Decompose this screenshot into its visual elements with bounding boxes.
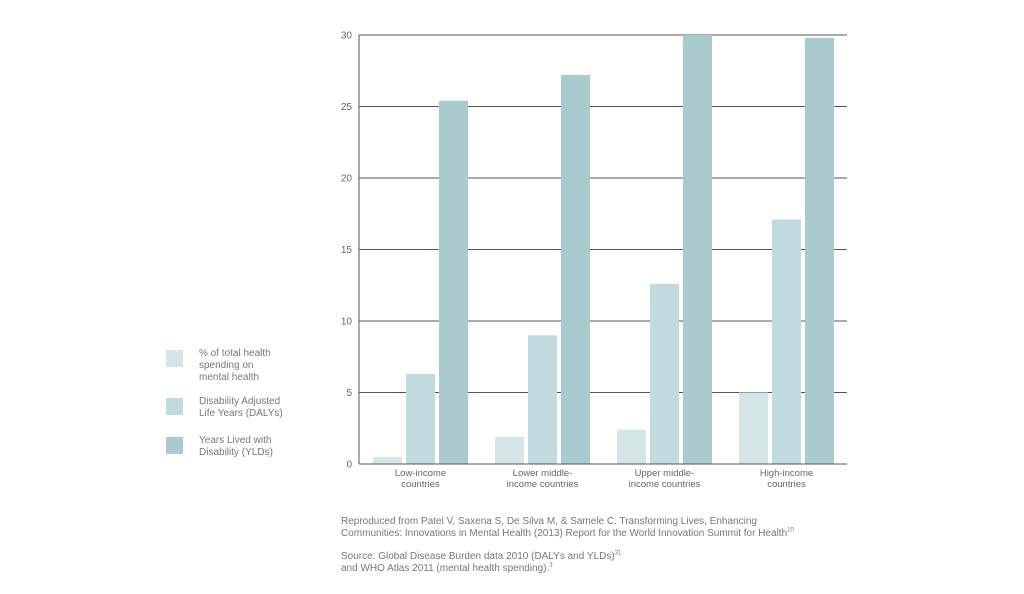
bar [406, 373, 435, 464]
legend-line: mental health [199, 372, 260, 383]
legend-label-ylds: Years Lived with Disability (YLDs) [199, 435, 309, 459]
x-category-label: Low-income [395, 468, 446, 479]
x-category-label: countries [767, 479, 806, 490]
source-note: Source: Global Disease Burden data 2010 … [341, 551, 861, 575]
legend-line: Disability (YLDs) [199, 447, 273, 458]
source-line-1: Source: Global Disease Burden data 2010 … [341, 551, 615, 562]
legend-line: Years Lived with [199, 435, 272, 446]
bar [561, 75, 590, 464]
bar [739, 392, 768, 464]
y-tick-label: 30 [341, 31, 353, 42]
source-line-2: and WHO Atlas 2011 (mental health spendi… [341, 563, 550, 574]
x-category-label: income countries [507, 479, 579, 490]
axes [358, 35, 847, 465]
bar [528, 335, 557, 464]
citation-note: Reproduced from Patel V, Saxena S, De Si… [341, 516, 861, 540]
y-tick-labels: 0 5 10 15 20 25 30 [341, 31, 353, 471]
source-ref-1: 31 [614, 550, 622, 557]
legend: % of total health spending on mental hea… [166, 348, 306, 474]
y-tick-label: 20 [341, 174, 353, 185]
legend-swatch-ylds [166, 437, 183, 454]
source-notes: Reproduced from Patel V, Saxena S, De Si… [341, 516, 861, 586]
y-tick-label: 5 [346, 388, 352, 399]
bar [805, 37, 834, 465]
bar [373, 456, 402, 464]
legend-label-spending: % of total health spending on mental hea… [199, 348, 309, 384]
legend-item-dalys: Disability Adjusted Life Years (DALYs) [166, 396, 306, 424]
legend-line: spending on [199, 360, 254, 371]
bar [772, 219, 801, 464]
legend-swatch-dalys [166, 398, 183, 415]
x-category-label: Lower middle- [513, 468, 573, 479]
legend-item-ylds: Years Lived with Disability (YLDs) [166, 435, 306, 463]
citation-line-2: Communities: Innovations in Mental Healt… [341, 528, 788, 539]
legend-line: Life Years (DALYs) [199, 408, 283, 419]
x-category-label: countries [401, 479, 440, 490]
x-category-label: Upper middle- [635, 468, 695, 479]
citation-line-1: Reproduced from Patel V, Saxena S, De Si… [341, 516, 757, 527]
bar [439, 100, 468, 464]
citation-ref: 10 [787, 527, 794, 534]
bar [650, 283, 679, 464]
x-category-label: income countries [629, 479, 701, 490]
legend-line: % of total health [199, 348, 271, 359]
bars [373, 35, 834, 465]
x-category-label: High-income [760, 468, 813, 479]
y-tick-label: 15 [341, 245, 353, 256]
bar [495, 436, 524, 464]
y-tick-label: 10 [341, 317, 353, 328]
y-tick-label: 0 [346, 460, 352, 471]
legend-line: Disability Adjusted [199, 396, 281, 407]
y-tick-label: 25 [341, 102, 353, 113]
legend-label-dalys: Disability Adjusted Life Years (DALYs) [199, 396, 309, 420]
bar [617, 429, 646, 464]
legend-swatch-spending [166, 350, 183, 367]
legend-item-spending: % of total health spending on mental hea… [166, 348, 306, 385]
bar [683, 35, 712, 464]
source-ref-2: 3 [549, 562, 553, 569]
